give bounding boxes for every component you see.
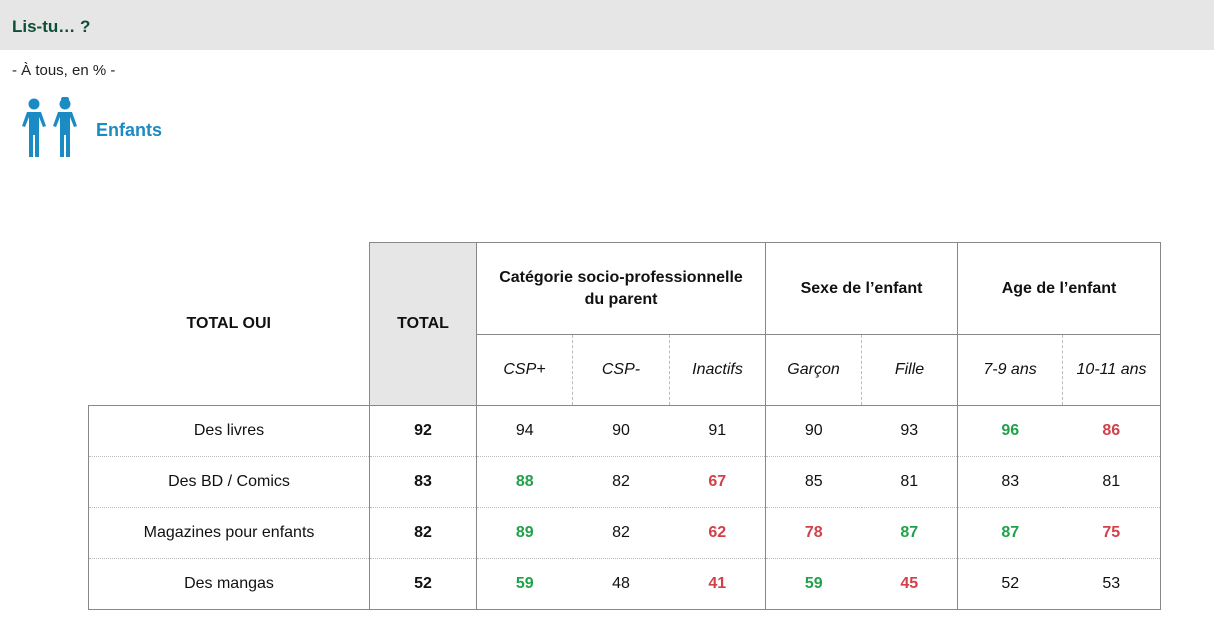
subtitle: - À tous, en % - <box>12 62 116 79</box>
cell-value: 53 <box>1062 558 1162 610</box>
group-header-row: TOTAL OUI TOTAL Catégorie socio-professi… <box>89 242 1162 406</box>
total-oui-label: TOTAL OUI <box>186 314 271 332</box>
row-total: 52 <box>369 558 477 610</box>
header-bar: Lis-tu… ? <box>0 0 1214 50</box>
children-icon <box>22 97 77 157</box>
cell-value: 59 <box>476 558 573 610</box>
group-header-age-line1: Age de l’enfant <box>1001 279 1117 297</box>
table-row: Des livres 92 94 90 91 90 93 96 86 <box>88 405 1162 457</box>
cell-value: 41 <box>669 558 767 610</box>
table-row: Des mangas 52 59 48 41 59 45 52 53 <box>88 558 1162 610</box>
group-header-csp-line1: Catégorie socio-professionnelle <box>499 268 743 286</box>
group-header-age: Age de l’enfant <box>957 242 1162 335</box>
cell-value: 75 <box>1062 507 1162 559</box>
row-label: Des mangas <box>88 558 370 610</box>
sub-header-csp-minus: CSP- <box>572 334 670 406</box>
row-total: 92 <box>369 405 477 457</box>
group-header-sexe: Sexe de l’enfant <box>765 242 959 335</box>
cell-value: 45 <box>861 558 959 610</box>
sub-header-fille: Fille <box>861 334 959 406</box>
cell-value: 62 <box>669 507 767 559</box>
cell-value: 67 <box>669 456 767 508</box>
cell-value: 91 <box>669 405 767 457</box>
page-title: Lis-tu… ? <box>12 17 91 36</box>
cell-value: 82 <box>572 456 670 508</box>
cell-value: 93 <box>861 405 959 457</box>
sub-header-row: CSP+ CSP- Inactifs Garçon Fille 7-9 ans … <box>89 334 1162 406</box>
group-header-csp-line2: du parent <box>584 290 658 308</box>
cell-value: 48 <box>572 558 670 610</box>
cell-value: 81 <box>1062 456 1162 508</box>
cell-value: 81 <box>861 456 959 508</box>
results-table: TOTAL OUI TOTAL Catégorie socio-professi… <box>88 242 1162 610</box>
sub-header-7-9: 7-9 ans <box>957 334 1064 406</box>
cell-value: 94 <box>476 405 573 457</box>
group-header-csp: Catégorie socio-professionnelle du paren… <box>475 242 767 335</box>
total-header: TOTAL <box>369 242 477 406</box>
cell-value: 90 <box>765 405 862 457</box>
section-label: Enfants <box>96 120 163 140</box>
cell-value: 83 <box>957 456 1063 508</box>
row-label: Des livres <box>88 405 370 457</box>
cell-value: 89 <box>476 507 573 559</box>
table-body: Des livres 92 94 90 91 90 93 96 86 Des BD / Comic… <box>88 405 1162 610</box>
cell-value: 78 <box>765 507 862 559</box>
sub-header-10-11: 10-11 ans <box>1062 334 1162 406</box>
cell-value: 82 <box>572 507 670 559</box>
table-row: Magazines pour enfants 82 89 82 62 78 87 87 75 <box>88 507 1162 559</box>
cell-value: 86 <box>1062 405 1162 457</box>
cell-value: 90 <box>572 405 670 457</box>
row-label: Magazines pour enfants <box>88 507 370 559</box>
cell-value: 85 <box>765 456 862 508</box>
cell-value: 87 <box>957 507 1063 559</box>
cell-value: 59 <box>765 558 862 610</box>
row-total: 83 <box>369 456 477 508</box>
sub-header-csp-plus: CSP+ <box>476 334 573 406</box>
sub-header-garcon: Garçon <box>765 334 863 406</box>
cell-value: 88 <box>476 456 573 508</box>
cell-value: 52 <box>957 558 1063 610</box>
group-header-sexe-line1: Sexe de l’enfant <box>800 279 923 297</box>
row-total: 82 <box>369 507 477 559</box>
row-label: Des BD / Comics <box>88 456 370 508</box>
cell-value: 87 <box>861 507 959 559</box>
cell-value: 96 <box>957 405 1063 457</box>
table-row: Des BD / Comics 83 88 82 67 85 81 83 81 <box>88 456 1162 508</box>
sub-header-inactifs: Inactifs <box>669 334 767 406</box>
